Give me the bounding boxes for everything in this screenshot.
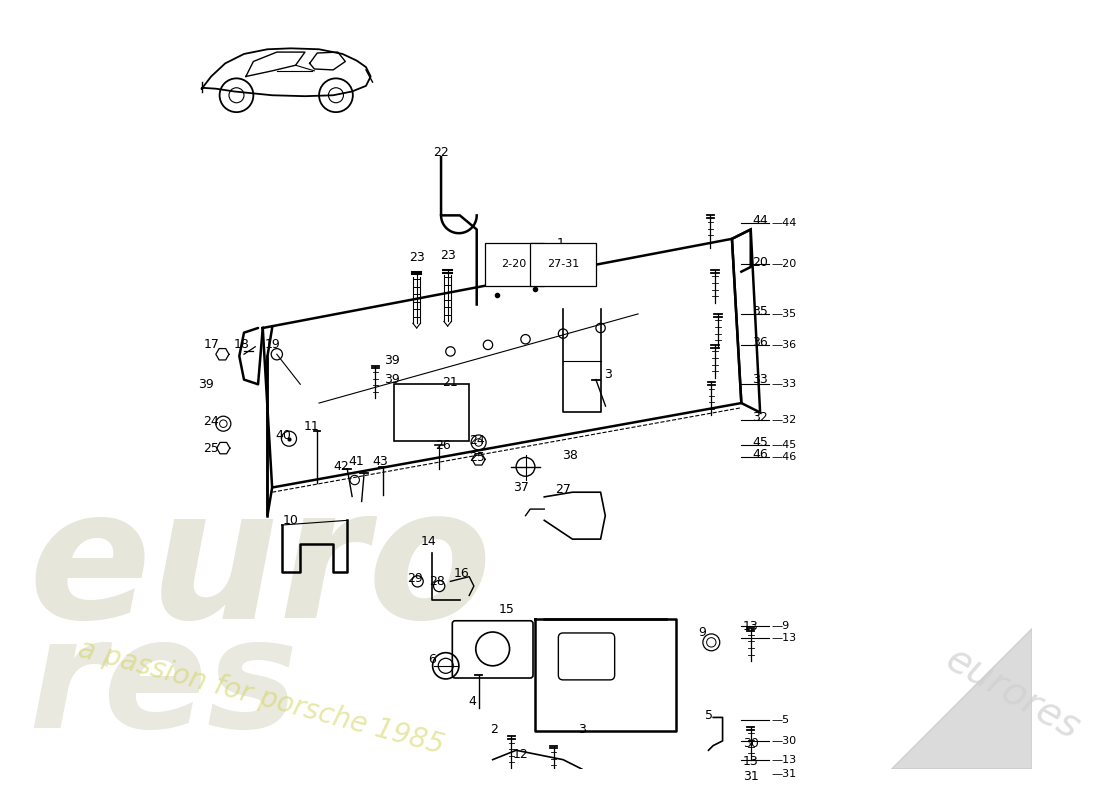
Text: —33: —33 [771, 379, 796, 390]
Text: —13: —13 [771, 754, 796, 765]
Text: 31: 31 [742, 770, 759, 783]
Text: —35: —35 [771, 309, 796, 319]
Text: —13: —13 [771, 633, 796, 642]
Text: 28: 28 [429, 575, 446, 588]
Text: —32: —32 [771, 415, 796, 425]
Text: —5: —5 [771, 715, 790, 726]
Text: 35: 35 [752, 305, 768, 318]
Text: 3: 3 [578, 723, 586, 736]
Text: 22: 22 [433, 146, 449, 159]
Text: 3: 3 [604, 369, 612, 382]
Text: 19: 19 [264, 338, 280, 351]
Text: —31: —31 [771, 769, 796, 778]
Text: 39: 39 [384, 373, 400, 386]
Text: 42: 42 [333, 460, 350, 474]
Text: 9: 9 [698, 626, 706, 639]
Text: 33: 33 [752, 373, 768, 386]
Text: 23: 23 [440, 250, 455, 262]
Text: a passion for porsche 1985: a passion for porsche 1985 [75, 635, 447, 760]
Text: 10: 10 [283, 514, 299, 527]
Text: 13: 13 [742, 755, 759, 768]
Text: 20: 20 [752, 256, 768, 269]
Text: 43: 43 [372, 454, 388, 468]
Text: 46: 46 [752, 448, 768, 461]
Text: 27-31: 27-31 [547, 259, 580, 269]
Text: 12: 12 [513, 747, 529, 761]
Text: 23: 23 [409, 251, 425, 264]
Text: 5: 5 [704, 709, 713, 722]
Text: —30: —30 [771, 736, 796, 746]
Text: 17: 17 [204, 338, 219, 351]
Text: 18: 18 [233, 338, 249, 351]
Text: —20: —20 [771, 259, 796, 269]
Text: 14: 14 [421, 535, 437, 549]
Text: 13: 13 [742, 620, 759, 633]
Text: 1: 1 [557, 237, 564, 250]
Text: 36: 36 [752, 335, 768, 349]
Text: 41: 41 [349, 454, 364, 468]
Text: —44: —44 [771, 218, 796, 228]
Text: 37: 37 [513, 481, 529, 494]
Text: —36: —36 [771, 340, 796, 350]
Text: 11: 11 [304, 420, 319, 433]
Text: res: res [29, 610, 298, 760]
Text: 21: 21 [442, 376, 459, 389]
Text: eurores: eurores [938, 641, 1086, 747]
Text: 32: 32 [752, 410, 768, 424]
Text: 44: 44 [752, 214, 768, 226]
Text: 26: 26 [436, 438, 451, 452]
Text: euro: euro [29, 481, 492, 657]
Text: 27: 27 [556, 483, 571, 496]
Text: 16: 16 [454, 567, 470, 580]
Text: —9: —9 [771, 622, 790, 631]
Text: 25: 25 [469, 451, 485, 464]
Text: 6: 6 [428, 653, 436, 666]
Text: 38: 38 [562, 449, 578, 462]
Text: 4: 4 [469, 695, 476, 708]
Text: 40: 40 [275, 430, 292, 442]
Text: 39: 39 [384, 354, 400, 367]
Text: 24: 24 [204, 415, 219, 428]
Text: 2-20: 2-20 [502, 259, 527, 269]
Polygon shape [891, 628, 1032, 769]
Text: 2: 2 [491, 723, 498, 736]
Text: 39: 39 [199, 378, 214, 390]
Text: 24: 24 [469, 434, 485, 447]
Text: 30: 30 [742, 737, 759, 750]
Text: 25: 25 [204, 442, 219, 454]
Text: 29: 29 [407, 572, 422, 585]
Text: 45: 45 [752, 436, 768, 449]
Text: 15: 15 [498, 603, 515, 616]
Text: —46: —46 [771, 453, 796, 462]
Text: —45: —45 [771, 440, 796, 450]
